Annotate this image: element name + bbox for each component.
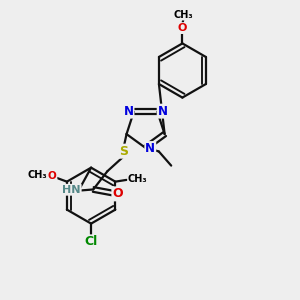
Text: O: O (48, 171, 56, 181)
Text: S: S (119, 145, 128, 158)
Text: O: O (178, 23, 187, 33)
Text: CH₃: CH₃ (174, 10, 194, 20)
Text: Cl: Cl (85, 236, 98, 248)
Text: N: N (158, 105, 168, 118)
Text: N: N (124, 105, 134, 118)
Text: CH₃: CH₃ (27, 170, 47, 180)
Text: methoxy: methoxy (38, 174, 44, 175)
Text: O: O (112, 188, 123, 200)
Text: N: N (145, 142, 155, 155)
Text: CH₃: CH₃ (128, 174, 148, 184)
Text: HN: HN (62, 185, 81, 195)
